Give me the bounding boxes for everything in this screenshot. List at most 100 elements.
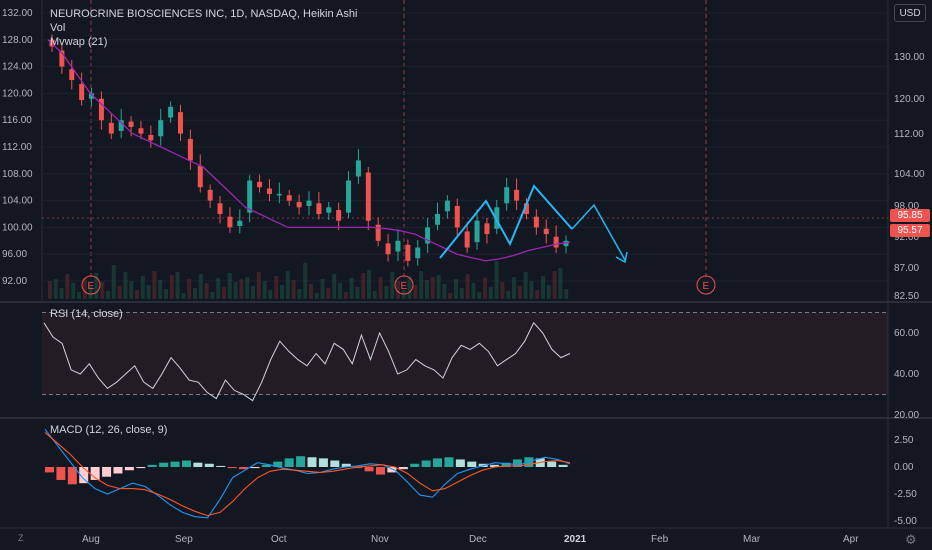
x-tick: Feb <box>651 534 669 545</box>
volume-bar <box>262 281 267 299</box>
volume-bar <box>523 272 528 299</box>
volume-bar <box>239 279 244 299</box>
volume-bar <box>129 281 134 299</box>
rsi-tick: 20.00 <box>894 410 919 421</box>
y-tick-right: 98.00 <box>894 201 919 212</box>
volume-bar <box>465 274 470 299</box>
candle <box>523 203 529 214</box>
macd-histogram-bar <box>490 464 500 467</box>
candle <box>464 231 470 248</box>
zoom-icon[interactable]: Z <box>18 533 24 543</box>
macd-histogram-bar <box>79 467 89 484</box>
volume-bar <box>71 283 76 299</box>
volume-bar <box>245 277 250 299</box>
volume-bar <box>175 272 180 299</box>
volume-bar <box>407 276 412 299</box>
rsi-title: RSI (14, close) <box>50 308 123 320</box>
volume-bar <box>193 288 197 299</box>
volume-bar <box>425 280 429 299</box>
macd-histogram-bar <box>387 467 397 473</box>
macd-histogram-bar <box>421 460 431 467</box>
macd-histogram-bar <box>375 467 385 475</box>
chart-title: NEUROCRINE BIOSCIENCES INC, 1D, NASDAQ, … <box>50 8 358 20</box>
x-tick: Aug <box>82 534 100 545</box>
candle <box>197 165 203 188</box>
macd-histogram-bar <box>512 459 522 467</box>
macd-histogram-bar <box>67 467 77 485</box>
earnings-marker-label: E <box>401 281 408 292</box>
macd-histogram-bar <box>56 467 66 480</box>
candle <box>168 106 174 118</box>
y-tick-right: 92.00 <box>894 232 919 243</box>
volume-bar <box>390 272 395 299</box>
candle <box>355 160 361 177</box>
macd-histogram-bar <box>273 461 283 467</box>
macd-histogram-bar <box>501 462 511 467</box>
y-tick-left: 96.00 <box>2 249 27 260</box>
y-tick-right: 130.00 <box>894 52 925 63</box>
volume-bar <box>343 292 348 299</box>
y-tick-right: 82.50 <box>894 291 919 302</box>
macd-histogram-bar <box>455 459 465 467</box>
candle <box>148 134 154 141</box>
volume-bar <box>483 278 487 299</box>
volume-bar <box>320 279 325 299</box>
macd-title: MACD (12, 26, close, 9) <box>50 424 167 436</box>
volume-bar <box>349 278 354 299</box>
macd-histogram-bar <box>193 462 203 467</box>
candle <box>316 203 322 214</box>
candle <box>435 214 440 225</box>
volume-bar <box>454 279 458 299</box>
volume-bar <box>552 271 557 299</box>
macd-pane: MACD (12, 26, close, 9) <box>44 424 571 519</box>
volume-bar <box>564 289 569 299</box>
candle <box>484 223 490 235</box>
candle <box>395 240 401 252</box>
volume-bar <box>419 271 424 299</box>
volume-bar <box>517 286 522 299</box>
projection-arrow <box>571 203 626 261</box>
macd-histogram-bar <box>90 467 100 480</box>
earnings-marker-label: E <box>703 281 710 292</box>
x-tick: 2021 <box>564 534 587 545</box>
volume-bar <box>204 283 209 299</box>
volume-bar <box>77 292 81 299</box>
y-tick-left: 112.00 <box>2 142 32 153</box>
macd-histogram-bar <box>318 458 328 467</box>
candle <box>296 201 302 208</box>
macd-tick: 2.50 <box>894 435 914 446</box>
volume-bar <box>361 273 366 299</box>
macd-histogram-bar <box>307 457 317 467</box>
mvwap-line <box>47 39 571 262</box>
volume-bar <box>88 287 93 299</box>
volume-bar <box>459 288 464 299</box>
volume-bar <box>233 282 238 299</box>
gear-icon[interactable]: ⚙ <box>905 532 917 547</box>
macd-histogram-bar <box>341 463 351 467</box>
volume-bar <box>367 270 371 299</box>
candle <box>89 93 95 99</box>
volume-bar <box>59 288 64 299</box>
volume-bar <box>216 278 221 299</box>
x-tick: Nov <box>371 534 389 545</box>
volume-bar <box>477 292 482 299</box>
volume-bar <box>53 279 58 299</box>
x-tick: Dec <box>469 534 487 545</box>
volume-bar <box>338 283 342 299</box>
volume-bar <box>448 293 453 299</box>
macd-histogram-bar <box>102 467 112 477</box>
earnings-marker-label: E <box>88 281 95 292</box>
rsi-tick: 40.00 <box>894 369 919 380</box>
volume-bar <box>82 278 87 299</box>
rsi-band <box>42 312 888 395</box>
volume-bar <box>111 265 116 299</box>
candle <box>543 228 549 235</box>
candle <box>286 195 292 201</box>
currency-button[interactable]: USD <box>894 4 926 22</box>
candle <box>276 193 282 196</box>
candle <box>138 128 144 134</box>
volume-bar <box>430 277 435 299</box>
volume-bar <box>291 280 296 299</box>
rsi-line <box>43 321 571 402</box>
